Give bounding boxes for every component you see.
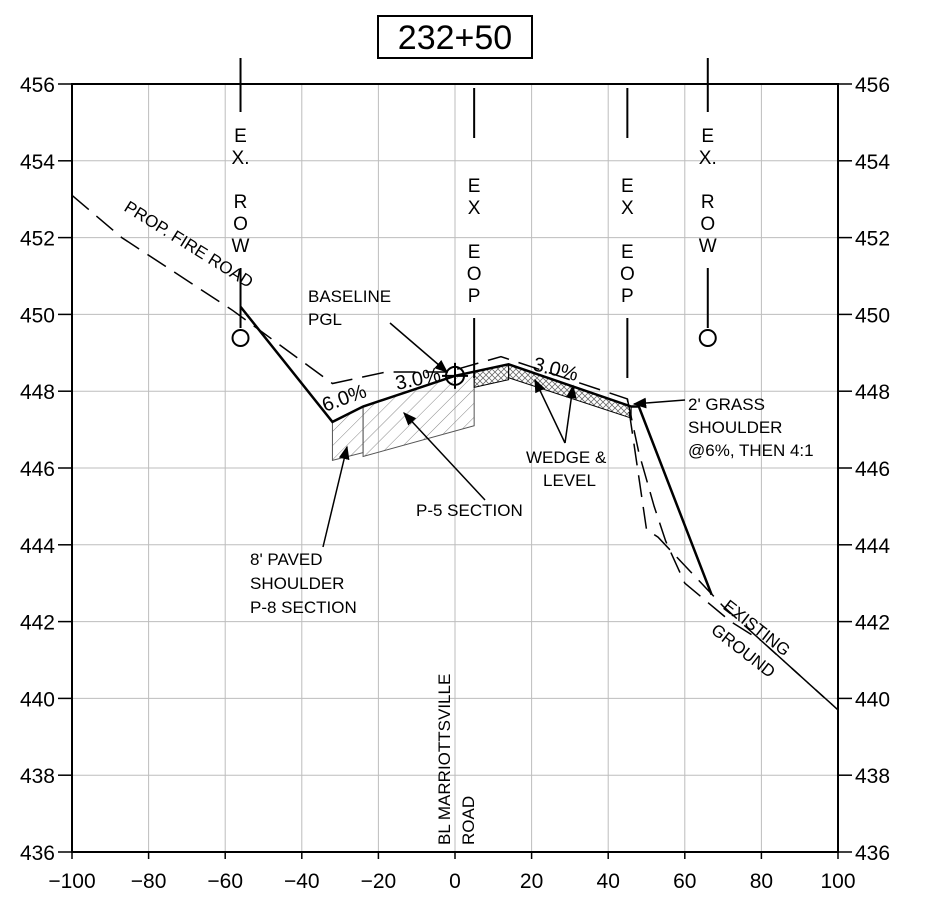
marker-label-char: E (701, 126, 714, 147)
marker-label-char: P (621, 286, 634, 307)
x-tick-label: 100 (820, 870, 855, 893)
x-tick-label: 80 (750, 870, 773, 893)
x-tick-label: −40 (284, 870, 320, 893)
y-tick-label-left: 454 (20, 151, 55, 174)
bl-label-1: BL MARRIOTTSVILLE (435, 674, 454, 845)
wedge-leader-arrow-2 (564, 384, 577, 444)
y-tick-label-right: 438 (855, 765, 890, 788)
marker-label-char: O (620, 264, 635, 285)
paved-label-3: P-8 SECTION (250, 598, 357, 617)
x-tick-label: 0 (449, 870, 461, 893)
marker-label-char: E (468, 176, 481, 197)
y-tick-label-left: 456 (20, 74, 55, 97)
y-tick-label-left: 446 (20, 458, 55, 481)
y-tick-label-right: 454 (855, 151, 890, 174)
x-tick-label: 40 (597, 870, 620, 893)
y-tick-label-right: 452 (855, 228, 890, 251)
marker-label-char: R (234, 192, 248, 213)
y-tick-label-right: 436 (855, 842, 890, 865)
bl-label-2: ROAD (459, 796, 478, 845)
y-tick-label-left: 440 (20, 688, 55, 711)
marker-label-char: E (621, 242, 634, 263)
x-tick-label: −60 (207, 870, 243, 893)
wedge-label-1: WEDGE & (526, 448, 607, 467)
marker-label-char: E (468, 242, 481, 263)
marker-label-char: E (621, 176, 634, 197)
y-tick-label-right: 446 (855, 458, 890, 481)
x-tick-label: −80 (131, 870, 167, 893)
grass-label-3: @6%, THEN 4:1 (688, 441, 814, 460)
y-tick-label-left: 438 (20, 765, 55, 788)
y-tick-label-left: 442 (20, 612, 55, 635)
x-tick-label: 20 (520, 870, 543, 893)
marker-label-char: O (700, 214, 715, 235)
marker-label-char: P (468, 286, 481, 307)
marker-label-char: W (232, 236, 250, 257)
y-tick-label-left: 444 (20, 535, 55, 558)
marker-label-char: X. (232, 148, 250, 169)
y-tick-label-left: 452 (20, 228, 55, 251)
baseline-leader-arrow (389, 322, 449, 373)
marker-label-char: O (467, 264, 482, 285)
station-label: 232+50 (398, 19, 512, 57)
y-tick-label-right: 440 (855, 688, 890, 711)
marker-label-char: R (701, 192, 715, 213)
row-marker-circle (231, 329, 250, 347)
y-tick-label-left: 450 (20, 304, 55, 327)
p5-leader-arrow (403, 412, 486, 501)
grass-label-2: SHOULDER (688, 418, 782, 437)
y-tick-label-right: 456 (855, 74, 890, 97)
baseline-pgl-symbol (442, 362, 468, 389)
y-tick-label-right: 448 (855, 381, 890, 404)
x-tick-label: 60 (673, 870, 696, 893)
paved-label-1: 8' PAVED (250, 550, 323, 569)
grass-leader-arrow (632, 397, 686, 409)
station-box (377, 15, 533, 59)
marker-label-char: X (468, 198, 481, 219)
axis-ticks (58, 83, 852, 859)
p5-label: P-5 SECTION (416, 501, 523, 520)
x-tick-label: −100 (48, 870, 95, 893)
y-tick-label-right: 450 (855, 304, 890, 327)
baseline-label: BASELINE (308, 287, 391, 306)
annotation-leaders (322, 322, 686, 548)
y-tick-label-right: 442 (855, 612, 890, 635)
y-tick-label-left: 436 (20, 842, 55, 865)
wedge-leader-arrow-1 (534, 378, 566, 444)
paved-label-2: SHOULDER (250, 574, 344, 593)
x-tick-label: −20 (361, 870, 397, 893)
y-tick-label-right: 444 (855, 535, 890, 558)
marker-label-char: X (621, 198, 634, 219)
series-existing-ground (626, 398, 839, 711)
wedge-label-2: LEVEL (543, 471, 596, 490)
marker-label-char: X. (699, 148, 717, 169)
pgl-label: PGL (308, 310, 342, 329)
marker-label-char: O (233, 214, 248, 235)
row-marker-circle (698, 329, 717, 347)
marker-label-char: E (234, 126, 247, 147)
grass-label-1: 2' GRASS (688, 395, 765, 414)
paved-leader-arrow (322, 445, 350, 548)
marker-label-char: W (699, 236, 717, 257)
y-tick-label-left: 448 (20, 381, 55, 404)
